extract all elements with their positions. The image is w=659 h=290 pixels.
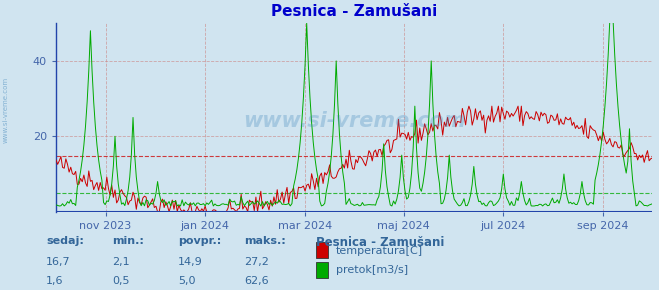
Text: sedaj:: sedaj: [46,236,84,246]
Text: 62,6: 62,6 [244,276,268,286]
Text: povpr.:: povpr.: [178,236,221,246]
Text: www.si-vreme.com: www.si-vreme.com [2,77,9,143]
Text: maks.:: maks.: [244,236,285,246]
Text: 0,5: 0,5 [112,276,130,286]
Title: Pesnica - Zamušani: Pesnica - Zamušani [271,4,438,19]
Text: 14,9: 14,9 [178,257,203,267]
Text: www.si-vreme.com: www.si-vreme.com [243,111,465,131]
Text: min.:: min.: [112,236,144,246]
Text: 27,2: 27,2 [244,257,269,267]
Text: temperatura[C]: temperatura[C] [336,246,423,256]
Text: 2,1: 2,1 [112,257,130,267]
Text: 16,7: 16,7 [46,257,71,267]
Text: pretok[m3/s]: pretok[m3/s] [336,265,408,275]
Text: Pesnica - Zamušani: Pesnica - Zamušani [316,236,445,249]
Text: 5,0: 5,0 [178,276,196,286]
Text: 1,6: 1,6 [46,276,64,286]
